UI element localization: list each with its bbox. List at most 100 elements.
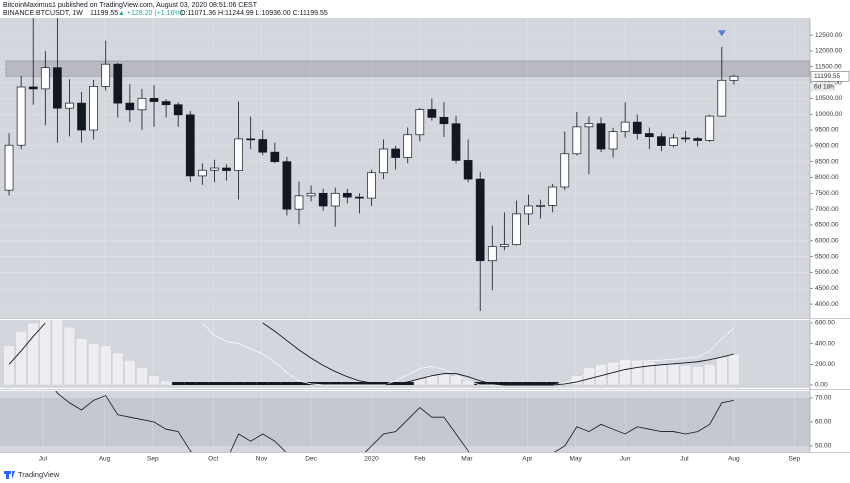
histogram-bar (679, 365, 692, 386)
candle-body (330, 192, 340, 207)
histogram-bar (426, 374, 438, 386)
candle-body (258, 139, 268, 153)
header-last: 11199.55 (90, 10, 118, 17)
candle-body (669, 137, 678, 146)
histogram-bar (196, 382, 209, 386)
histogram-bar (329, 382, 342, 386)
header-title: BitcoinMaximus1 published on TradingView… (3, 2, 258, 9)
candle-body (693, 138, 703, 141)
y-tick-label: 5000.00 (815, 269, 839, 276)
y-tick-label: 9500.00 (815, 127, 839, 134)
brand: TradingView (18, 470, 60, 479)
countdown: 6d 18h (814, 83, 834, 90)
header-change: ▲ +128.20 (+1.16%) (118, 10, 183, 17)
candle-body (77, 102, 86, 131)
histogram-bar (208, 382, 221, 386)
x-tick-label: Jul (39, 456, 48, 463)
x-tick-label: Jun (620, 456, 631, 463)
y-tick-label: 11500.00 (815, 63, 842, 70)
candle-body (451, 123, 461, 161)
y-tick-label: 600.00 (815, 320, 835, 327)
y-tick-label: 8000.00 (815, 174, 839, 181)
candle-body (391, 148, 400, 158)
candle-body (355, 196, 364, 199)
candle-body (475, 178, 485, 262)
histogram-bar (474, 382, 487, 386)
y-tick-label: 70.00 (815, 395, 832, 402)
x-tick-label: Mar (461, 456, 473, 463)
histogram-bar (148, 375, 160, 386)
histogram-bar (534, 382, 547, 386)
histogram-bar (232, 382, 245, 386)
histogram-pane (3, 320, 795, 388)
line (262, 322, 735, 386)
candle-body (584, 123, 594, 128)
candle-body (644, 133, 654, 138)
x-tick-label: May (569, 456, 582, 463)
price-pane (0, 18, 810, 318)
candle-body (342, 192, 352, 198)
histogram-bar (341, 382, 354, 386)
histogram-bar (716, 356, 728, 386)
last-price-box (810, 70, 850, 82)
histogram-bar (691, 366, 704, 386)
y-tick-label: 8500.00 (815, 158, 839, 165)
histogram-bar (655, 364, 668, 386)
candle-body (536, 204, 545, 207)
histogram-bar (377, 382, 390, 386)
candle-body (185, 114, 195, 177)
logo-icon (4, 471, 15, 479)
pane-background (0, 18, 810, 318)
x-tick-label: Jul (680, 456, 689, 463)
y-tick-label: 50.00 (815, 443, 832, 450)
histogram-bar (353, 382, 366, 386)
x-tick-label: Dec (305, 456, 317, 463)
candle-body (415, 109, 425, 136)
line (202, 322, 735, 386)
candle-body (89, 86, 98, 131)
histogram-bar (462, 380, 474, 386)
candle-body (149, 98, 159, 102)
candle-body (222, 167, 231, 171)
candle-body (657, 136, 666, 146)
candle-body (246, 138, 256, 141)
y-tick-label: 4500.00 (815, 285, 839, 292)
x-tick-label: Apr (522, 456, 533, 463)
histogram-bar (438, 372, 450, 386)
histogram-bar (160, 380, 172, 386)
y-tick-label: 5500.00 (815, 253, 839, 260)
histogram-bar (172, 382, 185, 386)
candle-body (197, 169, 207, 177)
candle-body (487, 246, 497, 262)
y-tick-label: 6000.00 (815, 238, 839, 245)
histogram-bar (280, 382, 293, 386)
candle-body (4, 144, 14, 191)
signal-marker (717, 30, 726, 37)
histogram-bar (87, 343, 100, 386)
candle-body (367, 172, 376, 199)
candle-body (113, 63, 123, 104)
line (55, 391, 734, 452)
oscillator-pane (0, 391, 810, 452)
histogram-bar (100, 345, 112, 386)
histogram-bar (27, 322, 39, 386)
last-price: 11199.55 (814, 73, 841, 80)
header-ohlc: O:11071.36 H:11244.99 L:10936.00 C:11199… (180, 10, 328, 17)
histogram-bar (124, 360, 136, 386)
candle-body (234, 138, 243, 171)
histogram-bar (317, 382, 330, 386)
candle-body (101, 63, 111, 87)
candle-body (463, 160, 473, 180)
candle-body (65, 102, 74, 109)
candle-body (681, 137, 690, 140)
histogram-bar (184, 382, 197, 386)
candle-body (500, 244, 509, 247)
histogram-bar (546, 382, 559, 386)
histogram-bar (112, 352, 124, 386)
candle-body (28, 86, 38, 90)
candle-body (161, 101, 171, 106)
candle-body (270, 151, 280, 163)
histogram-bar (63, 326, 76, 386)
y-tick-label: 60.00 (815, 419, 832, 426)
